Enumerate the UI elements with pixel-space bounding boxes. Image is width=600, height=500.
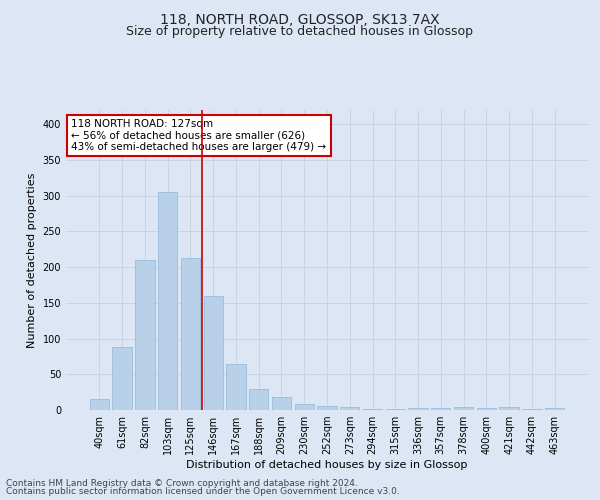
Bar xyxy=(249,388,268,410)
Y-axis label: Number of detached properties: Number of detached properties xyxy=(27,172,37,348)
X-axis label: Distribution of detached houses by size in Glossop: Distribution of detached houses by size … xyxy=(187,460,467,470)
Bar xyxy=(112,347,132,410)
Bar xyxy=(545,408,564,410)
Bar xyxy=(499,407,519,410)
Bar xyxy=(386,408,405,410)
Bar xyxy=(431,408,451,410)
Bar xyxy=(203,296,223,410)
Bar xyxy=(158,192,178,410)
Bar xyxy=(340,407,359,410)
Text: Contains public sector information licensed under the Open Government Licence v3: Contains public sector information licen… xyxy=(6,487,400,496)
Text: 118 NORTH ROAD: 127sqm
← 56% of detached houses are smaller (626)
43% of semi-de: 118 NORTH ROAD: 127sqm ← 56% of detached… xyxy=(71,119,326,152)
Bar xyxy=(317,406,337,410)
Bar xyxy=(454,407,473,410)
Text: 118, NORTH ROAD, GLOSSOP, SK13 7AX: 118, NORTH ROAD, GLOSSOP, SK13 7AX xyxy=(160,12,440,26)
Bar xyxy=(409,408,428,410)
Bar xyxy=(181,258,200,410)
Bar xyxy=(295,404,314,410)
Bar xyxy=(226,364,245,410)
Text: Contains HM Land Registry data © Crown copyright and database right 2024.: Contains HM Land Registry data © Crown c… xyxy=(6,478,358,488)
Bar xyxy=(90,400,109,410)
Bar xyxy=(135,260,155,410)
Bar xyxy=(476,408,496,410)
Text: Size of property relative to detached houses in Glossop: Size of property relative to detached ho… xyxy=(127,25,473,38)
Bar xyxy=(272,397,291,410)
Bar xyxy=(363,408,382,410)
